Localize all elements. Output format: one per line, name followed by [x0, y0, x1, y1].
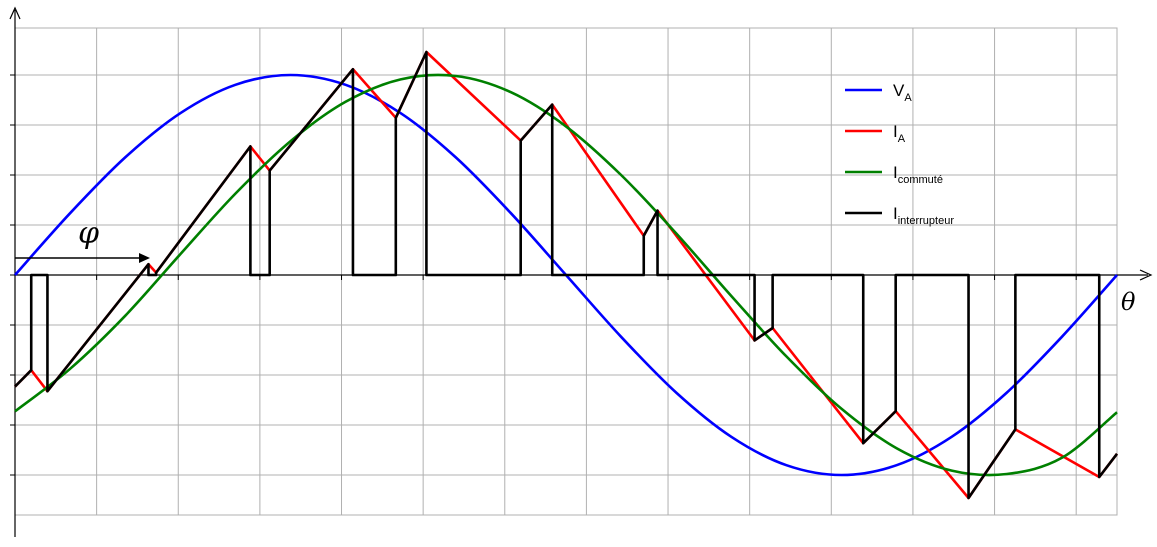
legend-label-v-a: VA	[893, 81, 912, 104]
x-axis-arrow	[1139, 269, 1153, 281]
plot-frame	[14, 27, 1118, 516]
legend-label-i-commut-: Icommuté	[893, 163, 943, 186]
legend: VA IA Icommuté Iinterrupteur	[845, 81, 954, 227]
series-layer	[14, 50, 1119, 500]
phase-arrow-head	[139, 253, 150, 263]
legend-label-i-a: IA	[893, 122, 906, 145]
phase-label: φ	[78, 216, 99, 251]
series-line-i-commut-	[14, 73, 1118, 477]
axes	[9, 6, 1153, 537]
x-axis-label: θ	[1121, 288, 1136, 316]
phase-annotation: φ	[15, 216, 150, 263]
legend-label-i-interrupteur: Iinterrupteur	[893, 204, 954, 227]
series-line-i-interrupteur	[14, 50, 1119, 500]
y-axis-arrow	[9, 6, 21, 20]
grid	[10, 27, 1118, 516]
